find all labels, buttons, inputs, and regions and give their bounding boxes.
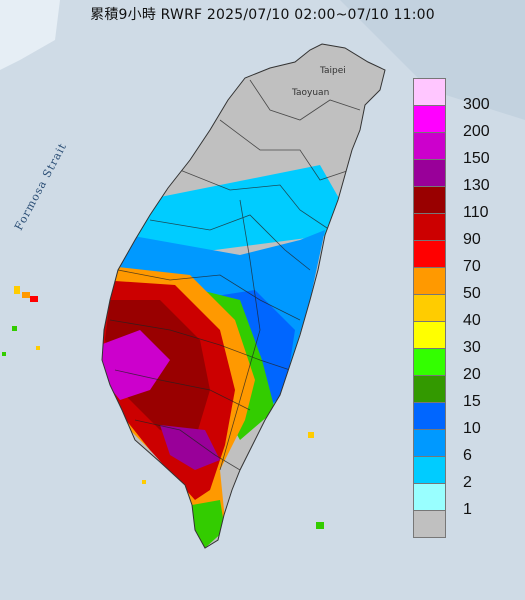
legend-label: 10 [463,420,481,437]
legend-swatch [413,456,446,484]
legend-label: 70 [463,258,481,275]
rain-2 [102,165,340,265]
legend-swatch [413,510,446,538]
legend-swatch [413,321,446,349]
legend-label: 40 [463,312,481,329]
map-title: 累積9小時 RWRF 2025/07/10 02:00~07/10 11:00 [90,7,435,23]
legend-label: 6 [463,447,472,464]
offshore-islands [2,286,324,529]
county-lines [109,79,361,471]
legend-swatch [413,132,446,160]
legend-label: 20 [463,366,481,383]
legend-swatch [413,105,446,133]
legend-label: 90 [463,231,481,248]
legend-label: 110 [463,204,489,221]
taoyuan-label: Taoyuan [292,88,330,98]
ocean-shade [340,0,525,120]
legend-swatch [413,402,446,430]
legend-swatch [413,267,446,295]
legend-swatch [413,213,446,241]
legend-label: 150 [463,150,490,167]
legend-swatch [413,159,446,187]
legend-swatch [413,240,446,268]
taipei-label: Taipei [320,66,346,76]
legend-swatch [413,294,446,322]
legend-swatch [413,78,446,106]
legend-swatch [413,429,446,457]
rain-130 [160,425,220,470]
legend-label: 50 [463,285,481,302]
legend-label: 300 [463,96,490,113]
china-coast [0,0,60,70]
legend-scale [413,78,446,538]
legend-swatch [413,375,446,403]
legend-label: 15 [463,393,481,410]
legend-label: 200 [463,123,490,140]
legend-swatch [413,483,446,511]
legend-label: 130 [463,177,490,194]
coastline [101,43,386,549]
legend-label: 30 [463,339,481,356]
rain-20-south [192,500,225,548]
legend-label: 2 [463,474,472,491]
rain-150 [102,330,170,400]
legend-label: 1 [463,501,472,518]
legend-swatch [413,348,446,376]
legend-swatch [413,186,446,214]
